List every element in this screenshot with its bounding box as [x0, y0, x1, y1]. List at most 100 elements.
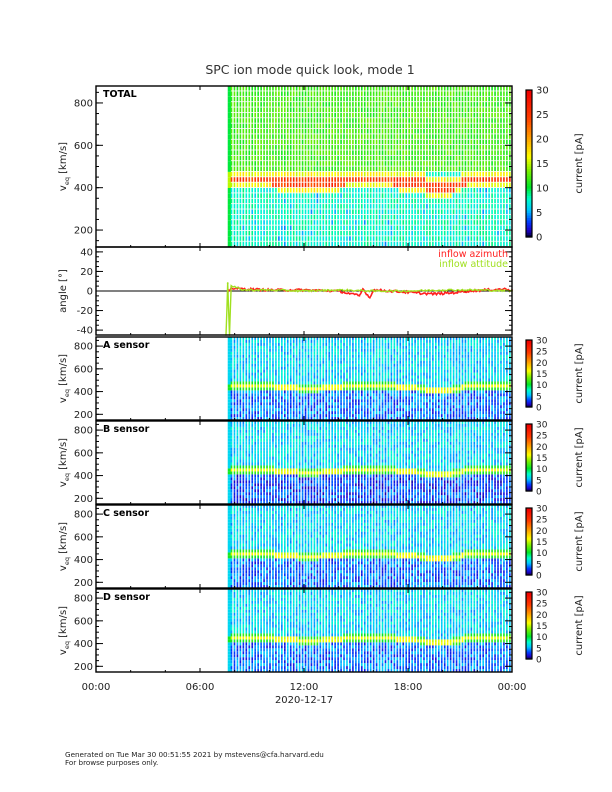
- spectrogram-cell: [482, 118, 485, 123]
- spectrogram-cell: [304, 375, 307, 379]
- spectrogram-cell: [257, 393, 259, 397]
- spectrogram-cell: [337, 393, 339, 397]
- spectrogram-cell: [429, 166, 431, 172]
- spectrogram-cell: [366, 128, 369, 134]
- spectrogram-cell: [337, 139, 339, 145]
- spectrogram-cell: [432, 182, 434, 188]
- spectrogram-cell: [349, 360, 351, 364]
- spectrogram-cell: [292, 107, 295, 113]
- spectrogram-cell: [363, 348, 366, 352]
- spectrogram-cell: [470, 145, 473, 150]
- spectrogram-cell: [313, 155, 316, 161]
- spectrogram-cell: [375, 150, 378, 155]
- spectrogram-cell: [426, 107, 428, 113]
- spectrogram-cell: [381, 390, 384, 394]
- spectrogram-cell: [275, 225, 277, 231]
- spectrogram-cell: [393, 351, 396, 355]
- spectrogram-cell: [313, 337, 316, 340]
- spectrogram-cell: [485, 187, 487, 193]
- spectrogram-cell: [227, 241, 231, 247]
- spectrogram-cell: [343, 123, 345, 129]
- spectrogram-cell: [331, 372, 334, 376]
- series-line-inflow-attitude: [225, 282, 513, 336]
- spectrogram-cell: [461, 139, 464, 145]
- spectrogram-cell: [251, 91, 254, 96]
- spectrogram-cell: [378, 339, 381, 343]
- spectrogram-cell: [283, 337, 286, 340]
- spectrogram-cell: [337, 209, 339, 214]
- spectrogram-cell: [384, 342, 387, 346]
- spectrogram-cell: [461, 214, 464, 220]
- spectrogram-cell: [402, 342, 405, 346]
- spectrogram-cell: [319, 198, 322, 204]
- spectrogram-cell: [239, 198, 242, 204]
- spectrogram-cell: [337, 102, 339, 107]
- spectrogram-cell: [298, 351, 301, 355]
- spectrogram-cell: [455, 225, 458, 231]
- spectrogram-cell: [295, 150, 298, 155]
- spectrogram-cell: [491, 209, 493, 214]
- spectrogram-cell: [497, 145, 499, 150]
- spectrogram-cell: [236, 145, 239, 150]
- spectrogram-cell: [278, 384, 280, 388]
- spectrogram-cell: [414, 182, 416, 188]
- spectrogram-cell: [352, 150, 354, 155]
- spectrogram-cell: [352, 381, 354, 385]
- spectrogram-cell: [325, 193, 328, 198]
- spectrogram-cell: [239, 360, 242, 364]
- spectrogram-cell: [369, 241, 372, 247]
- spectrogram-cell: [378, 345, 381, 349]
- spectrogram-cell: [331, 166, 334, 172]
- spectrogram-cell: [458, 128, 461, 134]
- spectrogram-cell: [399, 363, 402, 367]
- spectrogram-cell: [473, 171, 476, 177]
- spectrogram-cell: [313, 408, 316, 412]
- spectrogram-cell: [349, 414, 351, 418]
- spectrogram-cell: [343, 337, 345, 340]
- spectrogram-cell: [295, 405, 298, 409]
- spectrogram-cell: [458, 230, 461, 236]
- spectrogram-cell: [295, 369, 298, 373]
- spectrogram-cell: [307, 354, 310, 358]
- spectrogram-cell: [461, 182, 464, 188]
- spectrogram-cell: [307, 102, 310, 107]
- colorbar-segment: [526, 153, 532, 157]
- spectrogram-cell: [497, 209, 499, 214]
- spectrogram-cell: [396, 230, 399, 236]
- spectrogram-cell: [452, 150, 455, 155]
- spectrogram-cell: [470, 230, 473, 236]
- spectrogram-cell: [319, 155, 322, 161]
- spectrogram-cell: [275, 204, 277, 209]
- spectrogram-cell: [343, 390, 345, 394]
- spectrogram-cell: [230, 387, 233, 391]
- spectrogram-cell: [355, 375, 357, 379]
- spectrogram-cell: [340, 161, 342, 166]
- spectrogram-cell: [254, 399, 257, 403]
- spectrogram-cell: [292, 150, 295, 155]
- spectrogram-cell: [432, 241, 434, 247]
- spectrogram-cell: [440, 102, 443, 107]
- spectrogram-cell: [310, 86, 313, 91]
- spectrogram-cell: [233, 187, 236, 193]
- spectrogram-cell: [473, 134, 476, 139]
- spectrogram-cell: [331, 107, 334, 113]
- spectrogram-cell: [307, 134, 310, 139]
- spectrogram-cell: [281, 342, 283, 346]
- spectrogram-cell: [286, 387, 289, 391]
- spectrogram-cell: [437, 230, 440, 236]
- spectrogram-cell: [358, 342, 360, 346]
- spectrogram-cell: [343, 402, 345, 406]
- spectrogram-cell: [289, 372, 292, 376]
- spectrogram-cell: [286, 236, 289, 241]
- spectrogram-cell: [328, 118, 331, 123]
- spectrogram-cell: [432, 236, 434, 241]
- spectrogram-cell: [316, 91, 319, 96]
- spectrogram-cell: [408, 128, 410, 134]
- spectrogram-cell: [331, 360, 334, 364]
- spectrogram-cell: [301, 363, 304, 367]
- spectrogram-cell: [470, 112, 473, 118]
- spectrogram-cell: [369, 225, 372, 231]
- spectrogram-cell: [227, 402, 231, 406]
- spectrogram-cell: [402, 128, 405, 134]
- spectrogram-cell: [283, 230, 286, 236]
